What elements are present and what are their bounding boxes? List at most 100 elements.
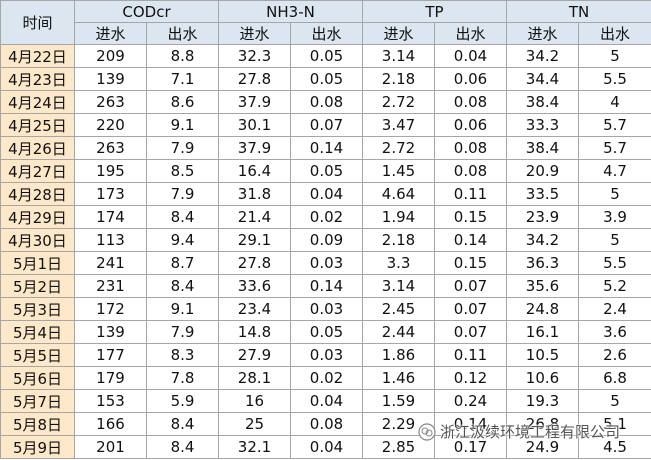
watermark-icon — [418, 422, 436, 441]
value-cell: 0.14 — [290, 274, 363, 298]
value-cell: 14.8 — [218, 320, 291, 344]
value-cell: 139 — [74, 320, 147, 344]
value-cell: 0.06 — [434, 67, 507, 91]
value-cell: 5.2 — [577, 274, 651, 298]
value-cell: 10.5 — [506, 343, 579, 367]
value-cell: 2.44 — [362, 320, 435, 344]
value-cell: 5.7 — [577, 136, 651, 160]
value-cell: 0.05 — [290, 44, 363, 68]
value-cell: 2.4 — [577, 297, 651, 321]
value-cell: 4 — [577, 90, 651, 114]
value-cell: 4.7 — [577, 159, 651, 183]
table-row: 5月2日 231 8.4 33.6 0.14 3.14 0.07 35.6 5.2 — [0, 274, 651, 298]
value-cell: 26.8 — [506, 412, 579, 436]
table-row: 4月27日 195 8.5 16.4 0.05 1.45 0.08 20.9 4.7 — [0, 159, 651, 183]
table-row: 5月7日 153 5.9 16 0.04 1.59 0.24 19.3 5 — [0, 389, 651, 413]
value-cell: 0.05 — [290, 67, 363, 91]
value-cell: 35.6 — [506, 274, 579, 298]
value-cell: 0.12 — [434, 366, 507, 390]
column-header: 进水 — [506, 22, 579, 45]
table-row: 5月3日 172 9.1 23.4 0.03 2.45 0.07 24.8 2.4 — [0, 297, 651, 321]
column-header: 进水 — [218, 22, 291, 45]
header-row: 进水 出水 进水 出水 进水 出水 进水 出水 — [1, 22, 651, 45]
value-cell: 0.07 — [434, 297, 507, 321]
value-cell: 4.64 — [362, 182, 435, 206]
value-cell: 30.1 — [218, 113, 291, 137]
value-cell: 0.14 — [290, 136, 363, 160]
value-cell: 0.11 — [434, 182, 507, 206]
value-cell: 29.1 — [218, 228, 291, 252]
date-cell: 5月1日 — [0, 251, 75, 275]
value-cell: 3.47 — [362, 113, 435, 137]
value-cell: 5.5 — [577, 67, 651, 91]
value-cell: 7.9 — [146, 320, 219, 344]
value-cell: 0.24 — [434, 389, 507, 413]
value-cell: 2.6 — [577, 343, 651, 367]
table-row: 4月30日 113 9.4 29.1 0.09 2.18 0.14 34.2 5 — [0, 228, 651, 252]
value-cell: 23.4 — [218, 297, 291, 321]
value-cell: 8.7 — [146, 251, 219, 275]
value-cell: 33.3 — [506, 113, 579, 137]
value-cell: 153 — [74, 389, 147, 413]
value-cell: 0.17 — [434, 435, 507, 459]
value-cell: 179 — [74, 366, 147, 390]
value-cell: 9.1 — [146, 297, 219, 321]
value-cell: 7.8 — [146, 366, 219, 390]
column-header: 出水 — [577, 22, 651, 45]
value-cell: 0.09 — [290, 228, 363, 252]
date-cell: 5月9日 — [0, 435, 75, 459]
table-row: 4月25日 220 9.1 30.1 0.07 3.47 0.06 33.3 5.7 — [0, 113, 651, 137]
value-cell: 5 — [577, 182, 651, 206]
value-cell: 5 — [577, 228, 651, 252]
value-cell: 0.15 — [434, 251, 507, 275]
group-header: TP — [362, 0, 507, 23]
table-body: 4月22日 209 8.8 32.3 0.05 3.14 0.04 34.2 5 4月23日 139… — [0, 44, 651, 459]
value-cell: 0.08 — [290, 90, 363, 114]
value-cell: 241 — [74, 251, 147, 275]
group-header: NH3-N — [218, 0, 363, 23]
value-cell: 8.4 — [146, 205, 219, 229]
value-cell: 5.7 — [577, 113, 651, 137]
table-header: 时间 CODcr NH3-N TP TN 进水 出水 进水 出水 进水 出水 进水 出水 — [0, 0, 651, 45]
value-cell: 263 — [74, 90, 147, 114]
value-cell: 0.07 — [434, 274, 507, 298]
value-cell: 0.03 — [290, 343, 363, 367]
value-cell: 34.2 — [506, 44, 579, 68]
table-row: 5月6日 179 7.8 28.1 0.02 1.46 0.12 10.6 6.8 — [0, 366, 651, 390]
value-cell: 3.14 — [362, 274, 435, 298]
date-cell: 4月29日 — [0, 205, 75, 229]
value-cell: 0.05 — [290, 320, 363, 344]
value-cell: 6.8 — [577, 366, 651, 390]
value-cell: 25 — [218, 412, 291, 436]
value-cell: 8.3 — [146, 343, 219, 367]
column-header: 进水 — [362, 22, 435, 45]
group-header: CODcr — [74, 0, 219, 23]
value-cell: 24.9 — [506, 435, 579, 459]
value-cell: 201 — [74, 435, 147, 459]
table-row: 5月8日 166 8.4 25 0.08 2.29 0.14 26.8 5.1 — [0, 412, 651, 436]
date-cell: 4月22日 — [0, 44, 75, 68]
value-cell: 0.04 — [290, 389, 363, 413]
value-cell: 0.08 — [290, 412, 363, 436]
value-cell: 9.1 — [146, 113, 219, 137]
value-cell: 3.9 — [577, 205, 651, 229]
value-cell: 0.07 — [434, 320, 507, 344]
value-cell: 5.5 — [577, 251, 651, 275]
value-cell: 0.08 — [434, 159, 507, 183]
value-cell: 166 — [74, 412, 147, 436]
date-cell: 5月5日 — [0, 343, 75, 367]
value-cell: 5.9 — [146, 389, 219, 413]
value-cell: 0.15 — [434, 205, 507, 229]
value-cell: 1.59 — [362, 389, 435, 413]
value-cell: 231 — [74, 274, 147, 298]
value-cell: 113 — [74, 228, 147, 252]
value-cell: 36.3 — [506, 251, 579, 275]
value-cell: 34.4 — [506, 67, 579, 91]
table-row: 4月23日 139 7.1 27.8 0.05 2.18 0.06 34.4 5.5 — [0, 67, 651, 91]
value-cell: 8.6 — [146, 90, 219, 114]
value-cell: 173 — [74, 182, 147, 206]
value-cell: 177 — [74, 343, 147, 367]
watermark: 浙江汲续环境工程有限公司 — [418, 421, 620, 442]
